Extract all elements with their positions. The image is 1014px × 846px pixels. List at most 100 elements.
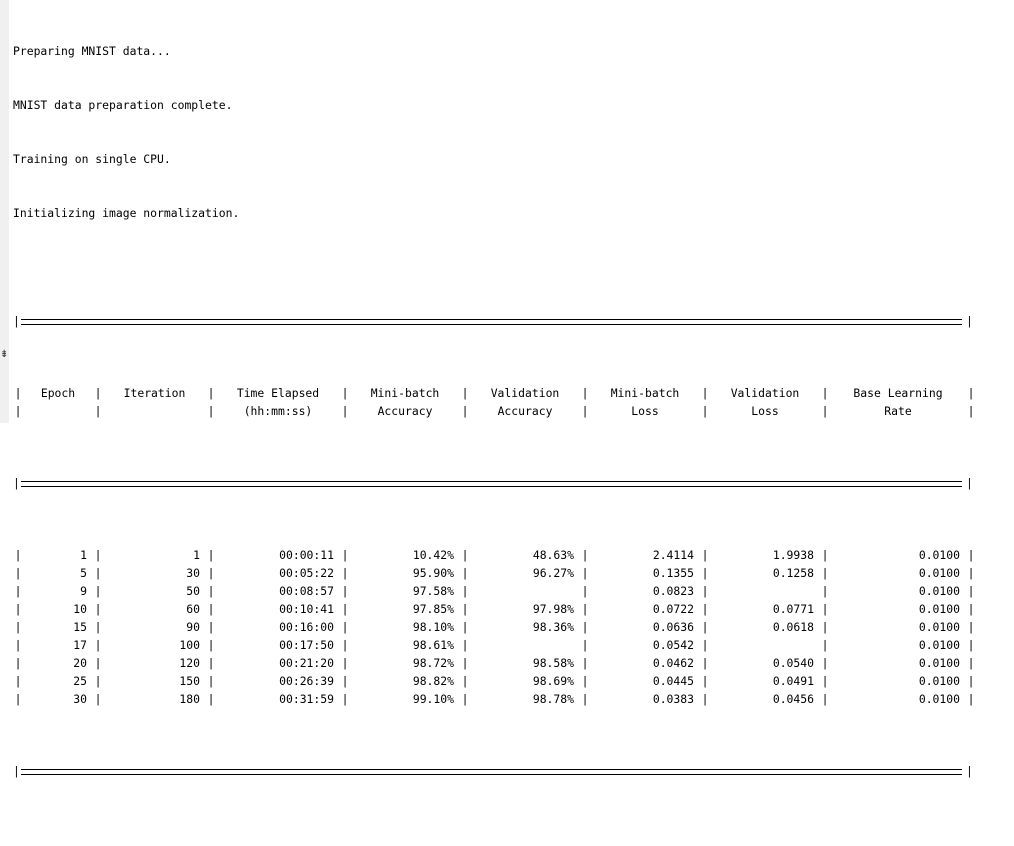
table-cell: 98.61% bbox=[412, 638, 454, 652]
table-cell: 97.85% bbox=[412, 602, 454, 616]
column-separator: | bbox=[701, 620, 709, 634]
column-separator: | bbox=[14, 656, 22, 670]
column-separator: | bbox=[94, 638, 102, 652]
table-cell: 0.0771 bbox=[772, 602, 814, 616]
table-separator-header: | | bbox=[13, 476, 973, 490]
table-cell: 0.0100 bbox=[918, 620, 960, 634]
table-cell: 00:21:20 bbox=[279, 656, 334, 670]
column-separator: | bbox=[207, 638, 215, 652]
table-cell: 0.0100 bbox=[918, 638, 960, 652]
table-cell: 0.0100 bbox=[918, 548, 960, 562]
column-separator: | bbox=[821, 692, 829, 706]
column-header: Accuracy bbox=[497, 404, 553, 418]
column-separator: | bbox=[967, 674, 975, 688]
table-cell: 1.9938 bbox=[772, 548, 814, 562]
table-cell: 0.0722 bbox=[652, 602, 694, 616]
column-separator: | bbox=[581, 602, 589, 616]
column-separator: | bbox=[94, 386, 102, 400]
column-separator: | bbox=[94, 584, 102, 598]
column-separator: | bbox=[701, 692, 709, 706]
table-row: | 10 | 60 | 00:10:41 | 97.85% | 97.98% | 0.0722 | 0.0… bbox=[13, 600, 976, 618]
column-separator: | bbox=[14, 602, 22, 616]
column-separator: | bbox=[461, 566, 469, 580]
table-row: | 17 | 100 | 00:17:50 | 98.61% | | 0.0542 | | 0.0100 | bbox=[13, 636, 976, 654]
column-separator: | bbox=[967, 692, 975, 706]
log-line: Training on single CPU. bbox=[13, 152, 171, 166]
column-header: Epoch bbox=[40, 386, 76, 400]
column-separator: | bbox=[967, 566, 975, 580]
column-separator: | bbox=[701, 638, 709, 652]
table-cell: 99.10% bbox=[412, 692, 454, 706]
table-cell: 90 bbox=[186, 620, 200, 634]
command-window[interactable]: Preparing MNIST data... MNIST data prepa… bbox=[13, 6, 1008, 846]
table-cell: 0.0100 bbox=[918, 584, 960, 598]
table-cell: 0.0462 bbox=[652, 656, 694, 670]
column-separator: | bbox=[701, 584, 709, 598]
column-separator: | bbox=[207, 656, 215, 670]
column-separator: | bbox=[821, 584, 829, 598]
column-separator: | bbox=[581, 620, 589, 634]
column-separator: | bbox=[461, 584, 469, 598]
column-separator: | bbox=[207, 674, 215, 688]
table-cell: 0.0542 bbox=[652, 638, 694, 652]
table-body: | 1 | 1 | 00:00:11 | 10.42% | 48.63% | 2.4114 | 1.993… bbox=[13, 546, 976, 708]
header-row: | | | (hh:mm:ss) | Accuracy | Accuracy | Loss | Los… bbox=[13, 402, 976, 420]
column-separator: | bbox=[461, 404, 469, 418]
column-separator: | bbox=[207, 602, 215, 616]
column-separator: | bbox=[461, 656, 469, 670]
column-separator: | bbox=[701, 674, 709, 688]
table-cell: 00:17:50 bbox=[279, 638, 334, 652]
table-cell: 1 bbox=[193, 548, 200, 562]
column-separator: | bbox=[461, 674, 469, 688]
table-cell: 98.78% bbox=[532, 692, 574, 706]
column-separator: | bbox=[461, 638, 469, 652]
column-separator: | bbox=[461, 620, 469, 634]
table-cell: 98.72% bbox=[412, 656, 454, 670]
column-separator: | bbox=[967, 656, 975, 670]
column-separator: | bbox=[94, 404, 102, 418]
column-separator: | bbox=[821, 404, 829, 418]
table-cell: 10.42% bbox=[412, 548, 454, 562]
column-separator: | bbox=[341, 548, 349, 562]
column-separator: | bbox=[581, 638, 589, 652]
column-separator: | bbox=[207, 404, 215, 418]
table-header: | Epoch | Iteration | Time Elapsed | Mini-batch… bbox=[13, 384, 976, 420]
column-separator: | bbox=[581, 566, 589, 580]
table-cell: 10 bbox=[73, 602, 87, 616]
table-cell: 0.1258 bbox=[772, 566, 814, 580]
column-separator: | bbox=[701, 404, 709, 418]
column-separator: | bbox=[14, 692, 22, 706]
table-cell: 98.58% bbox=[532, 656, 574, 670]
column-separator: | bbox=[94, 620, 102, 634]
table-cell: 0.0636 bbox=[652, 620, 694, 634]
table-separator-bottom: | | bbox=[13, 764, 973, 778]
column-separator: | bbox=[341, 386, 349, 400]
column-separator: | bbox=[701, 602, 709, 616]
log-line: Initializing image normalization. bbox=[13, 206, 240, 220]
table-cell: 2.4114 bbox=[652, 548, 694, 562]
column-separator: | bbox=[341, 674, 349, 688]
table-cell: 97.98% bbox=[532, 602, 574, 616]
column-separator: | bbox=[341, 566, 349, 580]
table-cell bbox=[470, 636, 580, 654]
column-separator: | bbox=[581, 404, 589, 418]
column-separator: | bbox=[967, 620, 975, 634]
table-cell: 180 bbox=[179, 692, 200, 706]
table-cell: 96.27% bbox=[532, 566, 574, 580]
table-cell: 50 bbox=[186, 584, 200, 598]
column-separator: | bbox=[821, 620, 829, 634]
table-cell bbox=[470, 582, 580, 600]
table-cell: 9 bbox=[80, 584, 87, 598]
table-cell: 25 bbox=[73, 674, 87, 688]
table-row: | 5 | 30 | 00:05:22 | 95.90% | 96.27% | 0.1355 | 0.12… bbox=[13, 564, 976, 582]
table-separator-top: | | bbox=[13, 314, 973, 328]
table-row: | 1 | 1 | 00:00:11 | 10.42% | 48.63% | 2.4114 | 1.993… bbox=[13, 546, 976, 564]
column-separator: | bbox=[461, 692, 469, 706]
column-separator: | bbox=[581, 674, 589, 688]
column-separator: | bbox=[701, 656, 709, 670]
column-separator: | bbox=[14, 674, 22, 688]
column-separator: | bbox=[341, 620, 349, 634]
column-separator: | bbox=[94, 548, 102, 562]
table-cell bbox=[710, 582, 820, 600]
table-cell: 98.82% bbox=[412, 674, 454, 688]
